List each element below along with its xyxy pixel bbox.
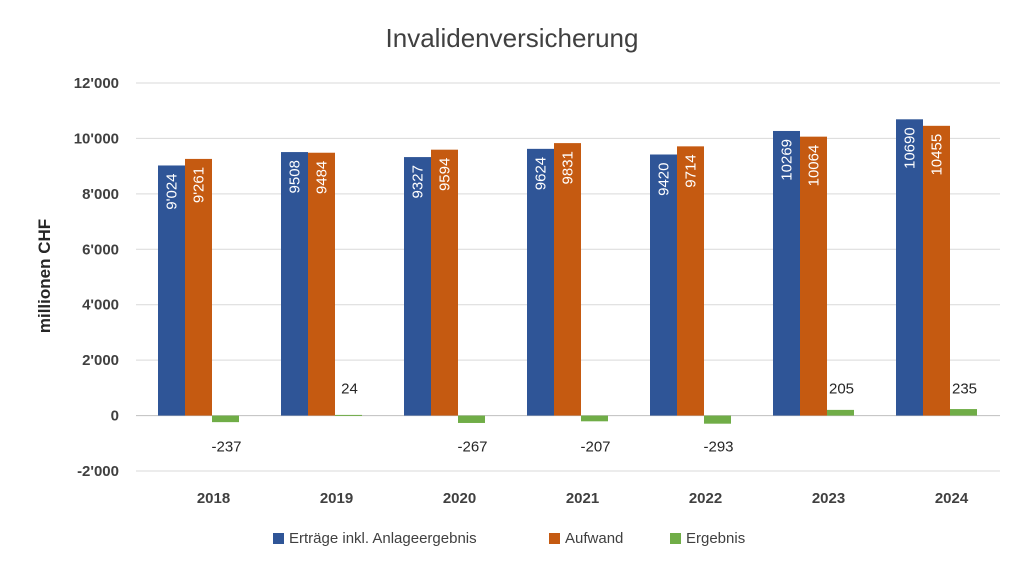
y-axis-label: millionen CHF [35,219,54,333]
x-axis-ticks: 2018 2019 2020 2021 2022 2023 2024 [197,490,969,507]
bar [404,157,431,416]
data-label: -293 [703,439,733,456]
bar [431,149,458,416]
y-tick-label: -2'000 [77,463,119,480]
bars [158,119,977,424]
y-tick-label: 4'000 [82,297,119,314]
bar [650,154,677,416]
x-tick-label: 2022 [689,490,722,507]
bar [950,409,977,416]
data-label: 9'261 [191,167,208,203]
bar [458,415,485,423]
bar [185,158,212,416]
bar [308,152,335,416]
bar [158,165,185,416]
legend-swatch [549,533,560,544]
data-label: 205 [829,381,854,398]
y-axis-ticks: -2'000 0 2'000 4'000 6'000 8'000 10'000 12'000 [74,75,119,480]
bar [212,415,239,423]
bar [677,146,704,416]
bar [773,130,800,416]
y-tick-label: 0 [111,408,119,425]
x-tick-label: 2021 [566,490,599,507]
data-label: -267 [457,439,487,456]
data-label: 9'024 [164,173,181,209]
x-tick-label: 2018 [197,490,230,507]
legend-swatch [670,533,681,544]
y-tick-label: 12'000 [74,75,119,92]
legend-label: Aufwand [565,530,623,547]
x-tick-label: 2024 [935,490,969,507]
legend-label: Ergebnis [686,530,745,547]
y-tick-label: 8'000 [82,186,119,203]
bar [581,415,608,422]
data-label: 10690 [902,127,919,169]
bar [281,152,308,416]
data-label: 9327 [410,165,427,198]
bar [554,143,581,416]
y-tick-label: 6'000 [82,241,119,258]
data-label: 9831 [560,151,577,184]
data-label: 9624 [533,157,550,190]
bar [923,125,950,416]
data-label: 9594 [437,158,454,191]
data-labels: 9'024 9'261 -237 9508 9484 24 9327 9594 -267 9624… [164,127,978,455]
bar [704,415,731,424]
legend-swatch [273,533,284,544]
bar [827,409,854,416]
bar [800,136,827,416]
bar [896,119,923,416]
data-label: 9484 [314,161,331,194]
data-label: 10455 [929,134,946,176]
y-tick-label: 10'000 [74,130,119,147]
data-label: 10269 [779,139,796,181]
data-label: 24 [341,381,358,398]
x-tick-label: 2019 [320,490,353,507]
bar [527,148,554,416]
data-label: -237 [211,439,241,456]
bar [335,414,362,416]
data-label: 10064 [806,145,823,187]
data-label: 235 [952,381,977,398]
x-tick-label: 2023 [812,490,845,507]
legend-label: Erträge inkl. Anlageergebnis [289,530,477,547]
data-label: 9420 [656,163,673,196]
data-label: -207 [580,439,610,456]
y-tick-label: 2'000 [82,352,119,369]
legend: Erträge inkl. Anlageergebnis Aufwand Ergeb… [273,530,745,547]
data-label: 9714 [683,154,700,187]
x-tick-label: 2020 [443,490,476,507]
chart-title: Invalidenversicherung [386,23,639,53]
data-label: 9508 [287,160,304,193]
